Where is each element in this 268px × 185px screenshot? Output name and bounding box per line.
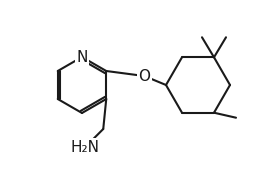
Text: O: O: [138, 68, 150, 83]
Text: H₂N: H₂N: [71, 139, 100, 154]
Text: N: N: [76, 50, 88, 65]
